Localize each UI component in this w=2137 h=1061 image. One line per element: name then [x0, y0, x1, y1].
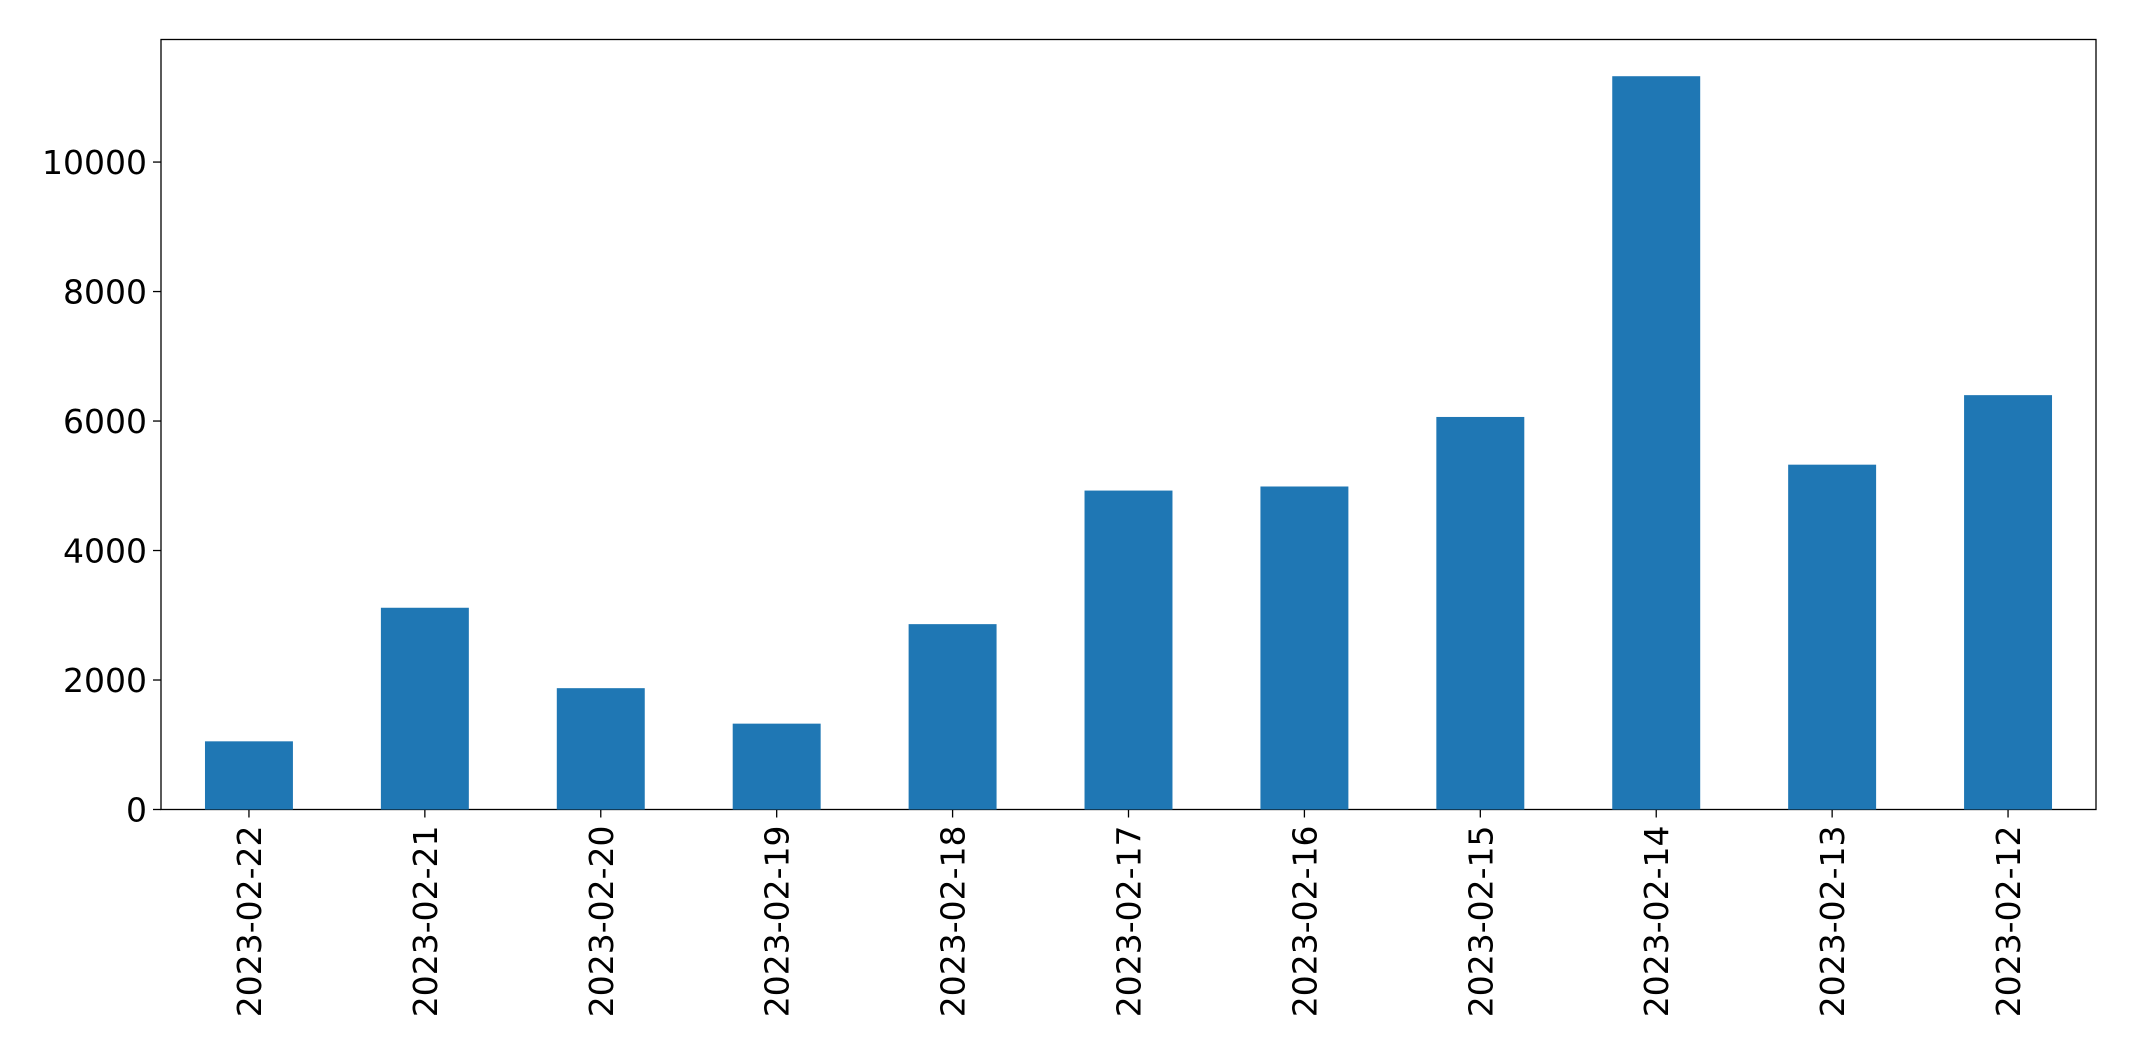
x-tick-label: 2023-02-22 — [230, 826, 269, 1018]
x-tick-label: 2023-02-20 — [582, 826, 621, 1018]
y-tick-label: 6000 — [63, 402, 147, 441]
bar — [1964, 395, 2053, 810]
bar — [380, 607, 469, 810]
y-tick-label: 0 — [126, 791, 147, 830]
x-tick-label: 2023-02-13 — [1813, 826, 1852, 1018]
bar — [1436, 416, 1525, 810]
x-tick-label: 2023-02-15 — [1461, 826, 1500, 1018]
x-tick-label: 2023-02-21 — [406, 826, 445, 1018]
bar — [1084, 490, 1173, 810]
x-tick-label: 2023-02-17 — [1110, 826, 1149, 1018]
bar — [908, 624, 997, 810]
bar — [1788, 464, 1877, 810]
bar — [732, 723, 821, 810]
y-tick-label: 10000 — [42, 143, 147, 182]
x-tick-label: 2023-02-18 — [934, 825, 973, 1017]
y-tick-label: 2000 — [63, 661, 147, 700]
x-tick-label: 2023-02-14 — [1637, 826, 1676, 1018]
bar — [1260, 486, 1349, 810]
x-tick-label: 2023-02-16 — [1285, 826, 1324, 1018]
y-tick-label: 8000 — [63, 273, 147, 312]
y-tick-label: 4000 — [63, 532, 147, 571]
bar — [204, 741, 293, 810]
x-tick-label: 2023-02-12 — [1989, 826, 2028, 1018]
bar — [556, 688, 645, 810]
bar — [1612, 76, 1701, 810]
x-tick-label: 2023-02-19 — [758, 826, 797, 1018]
